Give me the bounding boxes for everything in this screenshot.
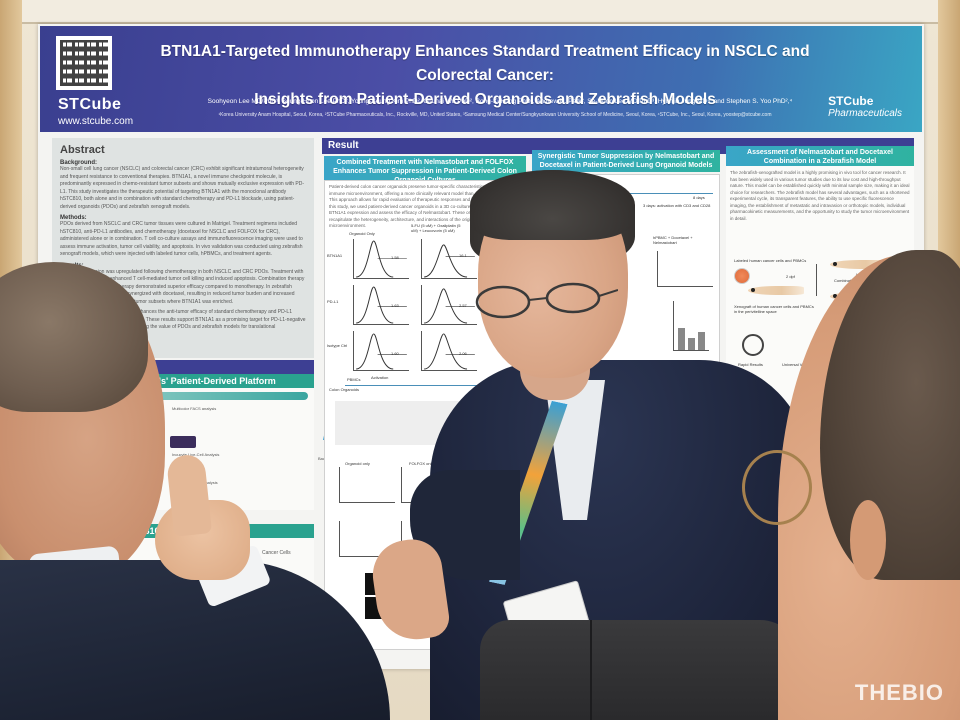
zebrafish-immunotherapy-icon (830, 260, 890, 269)
scatter-title-2: FOLFOX only (409, 461, 434, 466)
scatter-hpbmc-nelmastobart (339, 521, 395, 557)
hstc-label-cancer-cells: Cancer Cells (262, 550, 291, 556)
abstract-methods-label: Methods: (60, 215, 87, 221)
abstract-results-text: BTN1A1 expression was upregulated follow… (60, 268, 305, 305)
histo-row-isotype: Isotype Ctrl (327, 343, 348, 348)
abstract-background-label: Background: (60, 160, 98, 166)
abstract-background-text: Non-small cell lung cancer (NSCLC) and c… (60, 166, 304, 210)
timeline-label-colon-organoids: Colon Organoids (329, 387, 360, 392)
histo-row-btn1a1: BTN1A1 (327, 253, 343, 258)
poster-header: STCube www.stcube.com BTN1A1-Targeted Im… (40, 26, 922, 132)
logo-right-name: STCube (828, 94, 874, 108)
histo-value-3: 1.63 (391, 303, 399, 308)
panel1-timeline (345, 385, 521, 386)
stcube-logo-right: STCube Pharmaceuticals (828, 94, 902, 119)
panel1-text: Patient-derived colon cancer organoids p… (329, 184, 520, 228)
right-attendee-ear (850, 500, 886, 580)
scatter-title-1: Organoid only (345, 461, 370, 466)
booth-top-panel (0, 0, 960, 24)
timeline-label-pbmcs: PBMCs (347, 377, 361, 382)
left-attendee-hair (0, 262, 148, 412)
panel2-bar-chart (673, 301, 709, 351)
poster-authors: Soohyeon Lee MD/PhD¹, Seung-Hoon Lee PhD… (207, 98, 793, 105)
zebra-label-rapid: Rapid Results (738, 362, 763, 367)
right-attendee-glasses-icon (742, 450, 812, 525)
abstract-methods-text: PDOs derived from NSCLC and CRC tumor ti… (60, 221, 303, 257)
panel2-scatter (657, 251, 713, 287)
presenter-glasses-icon (475, 282, 618, 319)
histo-value-5: 1.60 (391, 351, 399, 356)
poster-affiliations: ¹Korea University Anam Hospital, Seoul, … (218, 112, 772, 118)
presenter-hair-top (470, 170, 635, 240)
histogram-pdl1-organoid (353, 285, 409, 325)
scatter-organoid-only (339, 467, 395, 503)
thebio-watermark: THEBIO (854, 680, 944, 705)
stcube-logo-left: STCube (58, 96, 122, 113)
histogram-isotype-chemo (421, 331, 477, 371)
histogram-btn1a1-organoid (353, 239, 409, 279)
histo-value-1: 1.58 (391, 255, 399, 260)
panel2-timeline-note: 3 days: activation with CD3 and CD28 (643, 203, 711, 208)
zebrafish-larva-icon (748, 286, 804, 295)
panel2-timeline (593, 193, 713, 194)
clock-icon (742, 334, 764, 356)
zebra-label-xenograft: Xenograft of human cancer cells and PBMC… (734, 304, 814, 314)
puffer-jacket (480, 620, 800, 720)
histogram-isotype-organoid (353, 331, 409, 371)
poster-title: BTN1A1-Targeted Immunotherapy Enhances S… (130, 40, 840, 112)
histo-value-6: 2.06 (459, 351, 467, 356)
platform-label-incucyte: Incucyte Live-Cell Analysis (172, 452, 220, 457)
histo-value-4: 2.57 (459, 303, 467, 308)
histo-col-chemo: 5-FU (5 uM) + Oxaliplatin (5 uM) + Leuco… (411, 223, 461, 233)
panel3-text: The zebrafish-xenografted model is a hig… (730, 170, 910, 221)
panel3-title: Assessment of Nelmastobart and Docetaxel… (726, 146, 914, 168)
branch-arrow (816, 264, 817, 296)
panel2-scatter-label: hPBMC + Docetaxel + Nelmastobart (653, 235, 693, 245)
timeline-label-activation: Activation (371, 375, 389, 380)
qr-code-icon (56, 36, 112, 90)
cancer-cell-dish-icon (734, 268, 750, 284)
histo-value-2: 16.1 (459, 253, 467, 258)
zebra-label-labeled-cells: Labeled human cancer cells and PBMCs (734, 258, 807, 263)
panel2-title: Synergistic Tumor Suppression by Nelmast… (532, 150, 720, 172)
poster-title-line1: BTN1A1-Targeted Immunotherapy Enhances S… (160, 43, 810, 84)
zebra-label-2dpf: 2 dpf (786, 274, 795, 279)
histogram-btn1a1-chemo (421, 239, 477, 279)
poster-title-line2: Insights from Patient-Derived Organoids … (254, 91, 716, 108)
histogram-pdl1-chemo (421, 285, 477, 325)
abstract-heading: Abstract (60, 144, 105, 156)
incucyte-device-icon (170, 436, 196, 448)
logo-right-sub: Pharmaceuticals (828, 108, 902, 119)
platform-label-facs: Multicolor FACS analysis (172, 406, 217, 411)
histo-row-pdl1: PD-L1 (327, 299, 339, 304)
stcube-url: www.stcube.com (58, 116, 134, 127)
histo-col-organoid-only: Organoid Only (349, 231, 375, 236)
panel2-timeline-end: 8 days (693, 195, 705, 200)
